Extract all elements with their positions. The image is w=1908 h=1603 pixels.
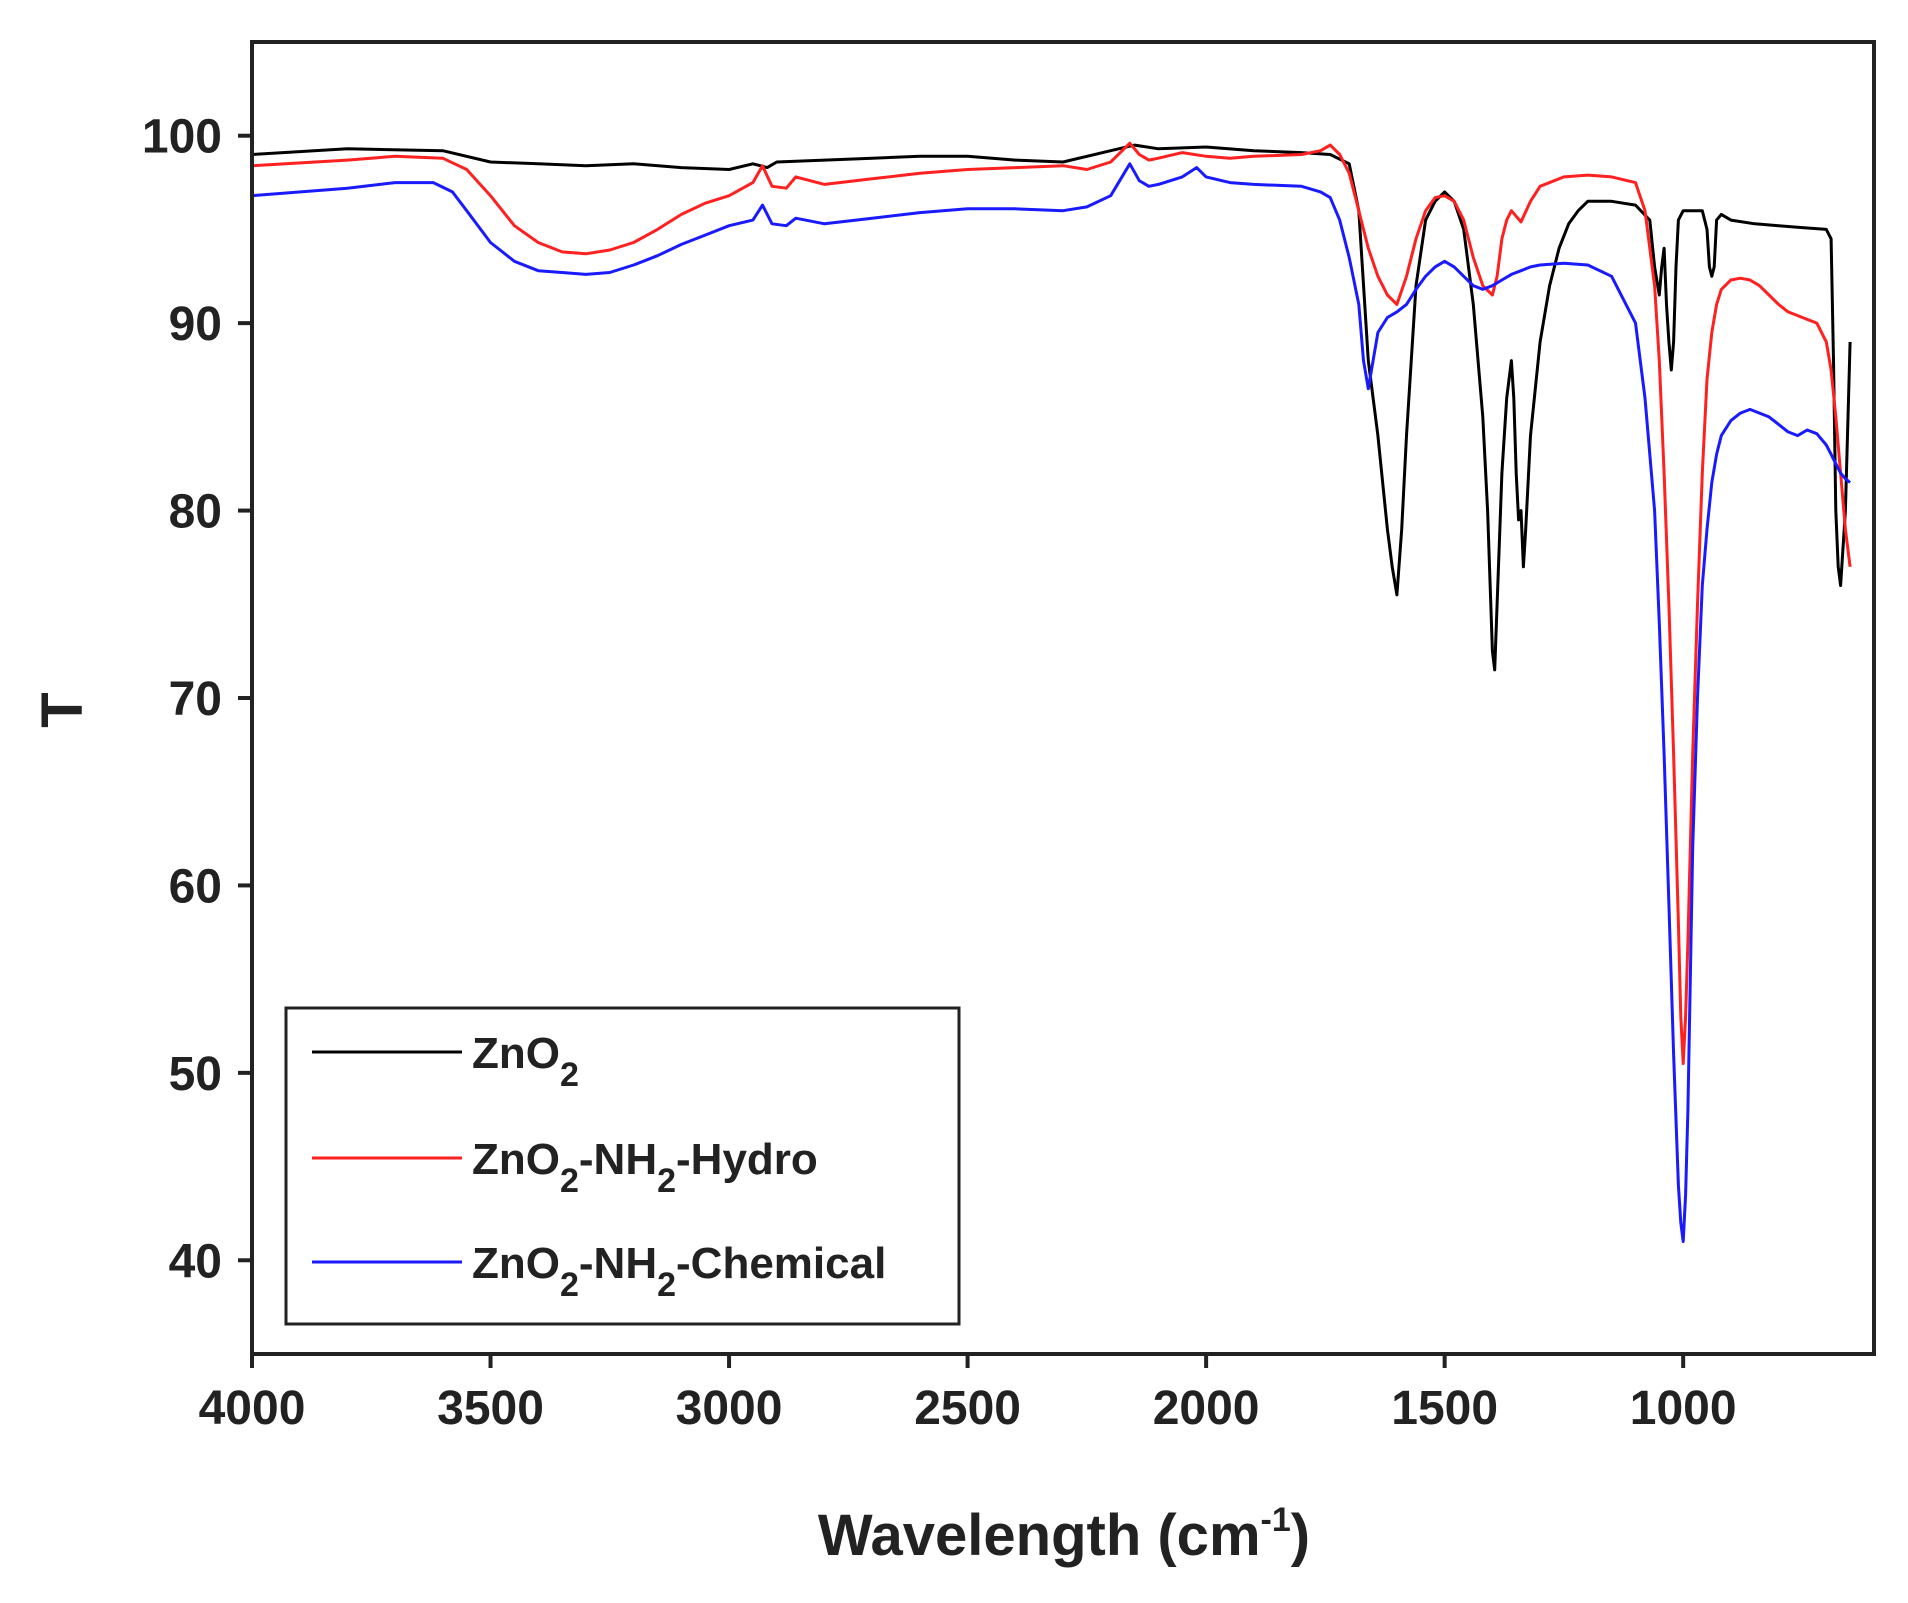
- legend-box: [284, 1006, 961, 1326]
- y-axis: 40 50 60 70 80 90 100: [142, 111, 252, 1288]
- legend-label-zno2-nh2-chemical: ZnO2-NH2-Chemical: [472, 1239, 886, 1304]
- legend-chemical-tail: -NH: [579, 1239, 657, 1288]
- series-line-zno2: [251, 143, 1852, 672]
- x-tick-label-4000: 4000: [199, 1382, 306, 1435]
- legend-label-zno2: ZnO2: [472, 1029, 579, 1094]
- x-tick-label-1500: 1500: [1391, 1382, 1498, 1435]
- series-layer: [251, 141, 1852, 1243]
- legend-hydro-base: ZnO: [472, 1135, 560, 1184]
- x-tick-label-3500: 3500: [437, 1382, 544, 1435]
- y-axis-title: T: [30, 692, 95, 727]
- y-tick-label-60: 60: [169, 860, 222, 913]
- x-axis-title: Wavelength (cm-1): [818, 1501, 1310, 1568]
- x-axis: 4000 3500 3000 2500 2000 1500 1000: [199, 1354, 1737, 1435]
- legend-hydro-sub: 2: [560, 1162, 579, 1200]
- legend-label-zno2-nh2-hydro: ZnO2-NH2-Hydro: [472, 1135, 818, 1200]
- legend-hydro-tail2: -Hydro: [676, 1135, 818, 1184]
- legend: ZnO2 ZnO2-NH2-Hydro ZnO2-NH2-Chemical: [284, 1006, 961, 1326]
- legend-chemical-tail2: -Chemical: [676, 1239, 886, 1288]
- x-tick-label-1000: 1000: [1630, 1382, 1737, 1435]
- series-line-zno2-nh2-hydro: [251, 141, 1852, 1065]
- x-tick-label-2000: 2000: [1153, 1382, 1260, 1435]
- legend-zno2-sub: 2: [560, 1056, 579, 1094]
- x-axis-title-main: Wavelength (cm: [818, 1503, 1261, 1568]
- x-axis-title-close: ): [1291, 1503, 1310, 1568]
- x-tick-label-3000: 3000: [676, 1382, 783, 1435]
- legend-hydro-tail: -NH: [579, 1135, 657, 1184]
- x-axis-title-superscript: -1: [1261, 1501, 1291, 1539]
- y-tick-label-90: 90: [169, 298, 222, 351]
- legend-chemical-base: ZnO: [472, 1239, 560, 1288]
- series-line-zno2-nh2-chemical: [251, 162, 1852, 1243]
- y-tick-label-50: 50: [169, 1048, 222, 1101]
- y-tick-label-100: 100: [142, 111, 222, 164]
- y-tick-label-40: 40: [169, 1235, 222, 1288]
- legend-zno2-base: ZnO: [472, 1029, 560, 1078]
- y-tick-label-70: 70: [169, 673, 222, 726]
- legend-hydro-sub2: 2: [657, 1162, 676, 1200]
- x-tick-label-2500: 2500: [914, 1382, 1021, 1435]
- legend-chemical-sub: 2: [560, 1266, 579, 1304]
- legend-chemical-sub2: 2: [657, 1266, 676, 1304]
- y-tick-label-80: 80: [169, 486, 222, 539]
